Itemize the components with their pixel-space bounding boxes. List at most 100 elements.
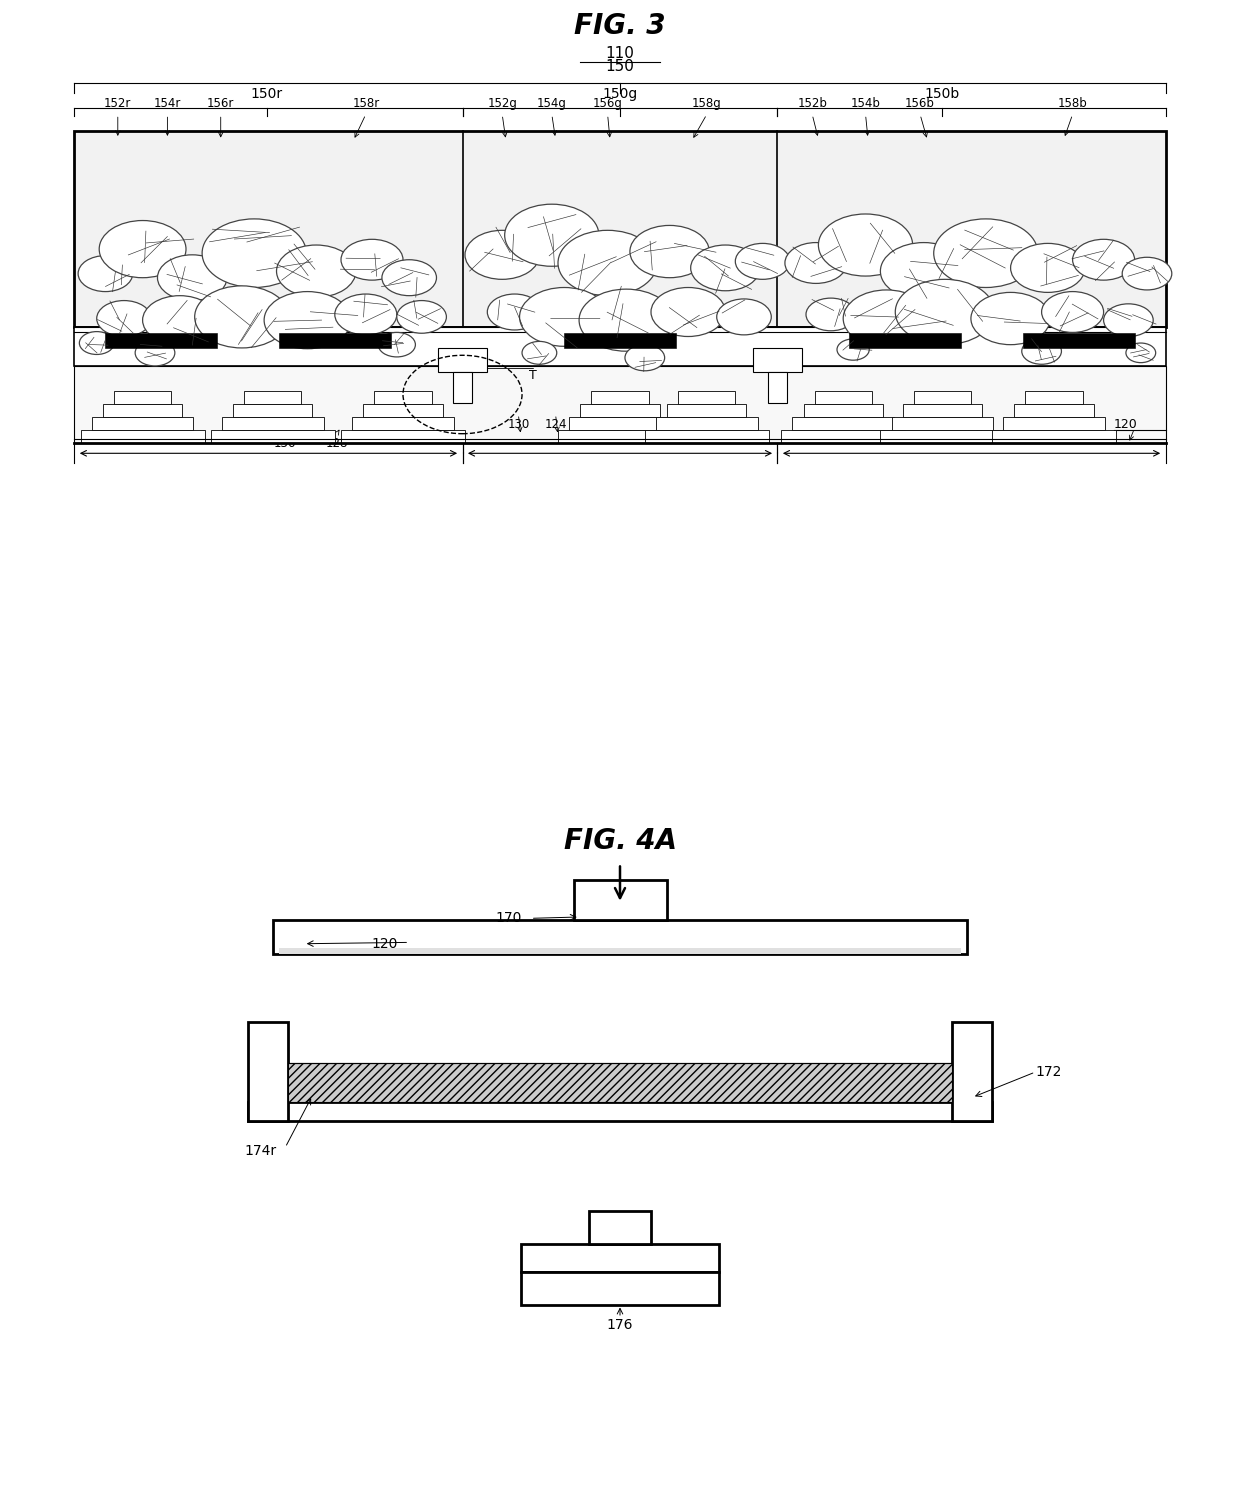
Text: 154b: 154b <box>851 97 880 110</box>
Bar <box>580 404 660 417</box>
Circle shape <box>651 288 725 337</box>
Bar <box>273 921 967 953</box>
Bar <box>804 404 883 417</box>
Bar <box>903 404 982 417</box>
Text: SPr: SPr <box>257 422 280 435</box>
Bar <box>74 327 1166 365</box>
Circle shape <box>818 214 913 276</box>
Bar <box>279 949 961 953</box>
Text: 120: 120 <box>1114 419 1137 431</box>
Text: 170: 170 <box>495 912 522 925</box>
Text: SPg: SPg <box>608 422 632 435</box>
Circle shape <box>630 226 709 278</box>
Circle shape <box>806 298 856 331</box>
Circle shape <box>971 293 1050 345</box>
Bar <box>667 404 746 417</box>
Text: 140: 140 <box>277 419 299 431</box>
Circle shape <box>78 255 133 291</box>
Text: 122: 122 <box>401 419 423 431</box>
Text: 152b: 152b <box>797 97 827 110</box>
Bar <box>521 1273 719 1304</box>
Bar <box>244 391 301 404</box>
Circle shape <box>1126 343 1156 362</box>
Circle shape <box>837 339 869 361</box>
Bar <box>374 391 432 404</box>
Bar <box>753 347 802 373</box>
Bar <box>453 373 472 404</box>
Circle shape <box>264 291 351 349</box>
Bar <box>248 1102 992 1121</box>
Bar <box>92 417 193 431</box>
Circle shape <box>1042 291 1104 333</box>
Text: 154r: 154r <box>154 97 181 110</box>
Text: 154g: 154g <box>537 97 567 110</box>
Bar <box>656 417 758 431</box>
Circle shape <box>520 288 609 346</box>
Bar <box>74 365 1166 444</box>
Circle shape <box>625 345 665 371</box>
Bar <box>914 391 971 404</box>
Bar <box>564 333 676 347</box>
Text: 138: 138 <box>231 419 253 431</box>
Text: 150g: 150g <box>603 88 637 101</box>
Circle shape <box>277 245 356 297</box>
Bar <box>1023 333 1135 347</box>
Bar <box>678 391 735 404</box>
Bar <box>248 1022 288 1121</box>
Bar <box>573 881 667 921</box>
Circle shape <box>880 242 967 300</box>
Circle shape <box>487 294 542 330</box>
Text: 136: 136 <box>274 437 296 450</box>
Circle shape <box>1104 304 1153 337</box>
Text: 134: 134 <box>107 419 129 431</box>
Bar <box>341 431 465 444</box>
Circle shape <box>895 279 994 345</box>
Bar <box>792 417 894 431</box>
Circle shape <box>341 239 403 281</box>
Text: T: T <box>529 370 537 382</box>
Circle shape <box>1073 239 1135 281</box>
Bar <box>352 417 454 431</box>
Bar <box>849 333 961 347</box>
Bar <box>768 373 787 404</box>
Circle shape <box>785 242 847 284</box>
Bar <box>74 131 1166 327</box>
Circle shape <box>143 296 217 345</box>
Circle shape <box>1022 339 1061 364</box>
Bar <box>1014 404 1094 417</box>
Text: 150: 150 <box>605 58 635 73</box>
Circle shape <box>378 333 415 356</box>
Bar <box>992 431 1116 444</box>
Bar <box>233 404 312 417</box>
Text: 158r: 158r <box>352 97 379 110</box>
Bar <box>569 417 671 431</box>
Bar <box>591 391 649 404</box>
Bar <box>211 431 335 444</box>
Circle shape <box>335 294 397 336</box>
Bar <box>892 417 993 431</box>
Text: 156r: 156r <box>207 97 234 110</box>
Text: 126: 126 <box>363 419 386 431</box>
Bar <box>103 404 182 417</box>
Text: 158g: 158g <box>692 97 722 110</box>
Text: 132: 132 <box>582 419 604 431</box>
Circle shape <box>99 220 186 278</box>
Text: FIG. 3: FIG. 3 <box>574 12 666 40</box>
Circle shape <box>157 255 227 300</box>
Circle shape <box>397 300 446 333</box>
Circle shape <box>1011 244 1085 293</box>
Circle shape <box>579 290 673 350</box>
Text: SPb: SPb <box>959 422 985 435</box>
Circle shape <box>195 285 289 347</box>
Text: 172: 172 <box>1035 1065 1061 1080</box>
Text: 174r: 174r <box>244 1143 277 1158</box>
Circle shape <box>135 340 175 365</box>
Bar <box>589 1212 651 1244</box>
Circle shape <box>79 331 114 355</box>
Text: 120: 120 <box>371 937 398 950</box>
Text: 152g: 152g <box>487 97 517 110</box>
Circle shape <box>1122 257 1172 290</box>
Bar <box>288 1063 952 1102</box>
Text: 176: 176 <box>606 1317 634 1332</box>
Bar <box>1003 417 1105 431</box>
